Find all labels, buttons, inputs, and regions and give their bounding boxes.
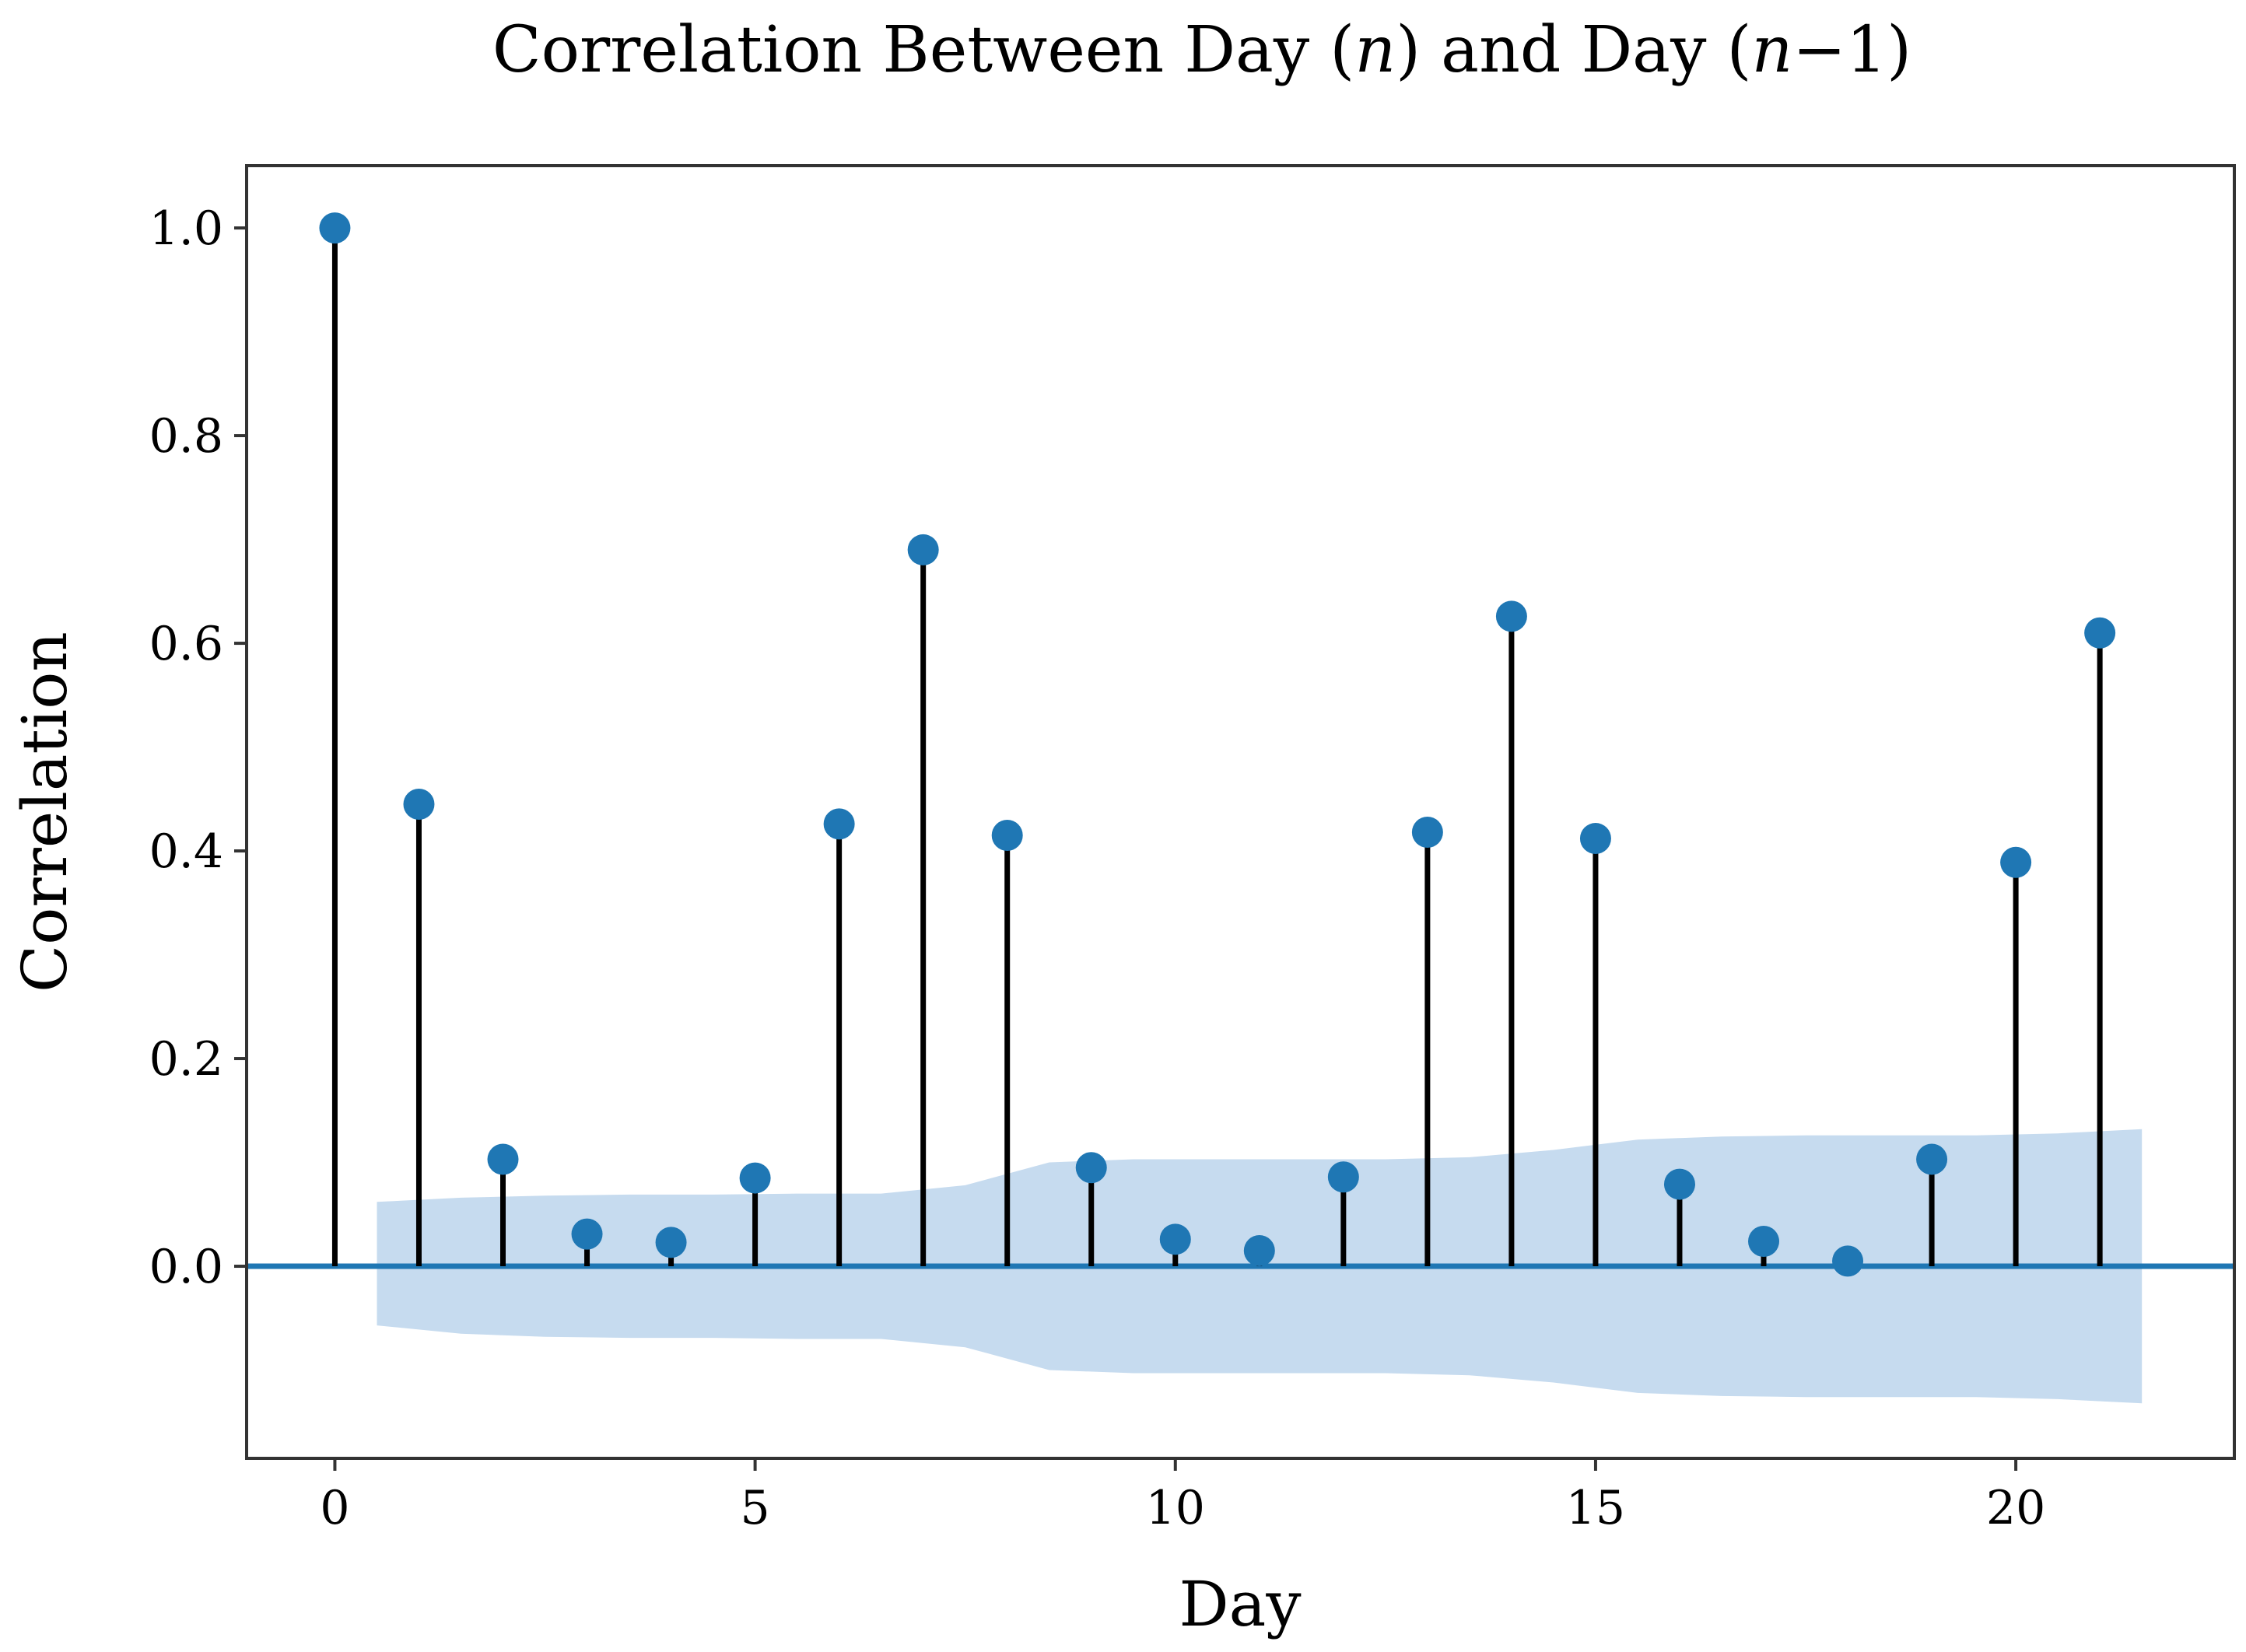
y-tick-label-0.4: 0.4 (149, 824, 223, 879)
x-axis-ticks: 0 5 10 15 20 (320, 1458, 2045, 1535)
marker-lag-9 (1075, 1152, 1107, 1184)
marker-lag-6 (823, 808, 855, 840)
x-axis-label: Day (1179, 1568, 1301, 1640)
marker-lag-2 (487, 1143, 519, 1175)
marker-lag-14 (1495, 600, 1527, 632)
marker-lag-5 (739, 1162, 771, 1194)
marker-lag-3 (571, 1218, 603, 1250)
marker-lag-8 (991, 820, 1023, 852)
title-part-2: ) and Day ( (1396, 13, 1751, 87)
marker-lag-19 (1916, 1143, 1948, 1175)
x-tick-label-15: 15 (1566, 1481, 1625, 1535)
y-tick-label-0.0: 0.0 (149, 1240, 223, 1294)
marker-lag-17 (1748, 1225, 1780, 1257)
marker-lag-4 (655, 1227, 687, 1258)
title-var-n-2: n (1751, 13, 1792, 87)
y-axis-label: Correlation (9, 632, 81, 992)
x-tick-label-20: 20 (1986, 1481, 2045, 1535)
title-part-3: −1) (1792, 13, 1911, 87)
y-tick-label-0.6: 0.6 (149, 617, 223, 671)
y-axis-ticks: 0.0 0.2 0.4 0.6 0.8 1.0 (149, 201, 247, 1294)
marker-lag-10 (1159, 1223, 1191, 1255)
marker-lag-13 (1411, 817, 1443, 849)
chart-title: Correlation Between Day (n) and Day (n−1… (492, 13, 1911, 87)
marker-lag-21 (2084, 617, 2116, 649)
y-tick-label-1.0: 1.0 (149, 201, 223, 256)
plot-area (247, 212, 2234, 1404)
y-tick-label-0.8: 0.8 (149, 409, 223, 464)
x-tick-label-5: 5 (741, 1481, 770, 1535)
title-var-n-1: n (1354, 13, 1396, 87)
x-tick-label-0: 0 (320, 1481, 349, 1535)
x-tick-label-10: 10 (1146, 1481, 1205, 1535)
marker-lag-16 (1663, 1168, 1695, 1200)
marker-lag-15 (1579, 823, 1611, 855)
marker-lag-1 (403, 788, 435, 820)
y-tick-label-0.2: 0.2 (149, 1032, 223, 1087)
marker-lag-0 (319, 212, 351, 244)
marker-lag-12 (1327, 1161, 1359, 1193)
axes-frame (245, 164, 2236, 1460)
marker-lag-20 (2000, 846, 2032, 878)
title-part-1: Correlation Between Day ( (492, 13, 1354, 87)
marker-lag-7 (907, 534, 939, 565)
marker-lag-18 (1832, 1245, 1864, 1277)
marker-lag-11 (1243, 1235, 1275, 1267)
